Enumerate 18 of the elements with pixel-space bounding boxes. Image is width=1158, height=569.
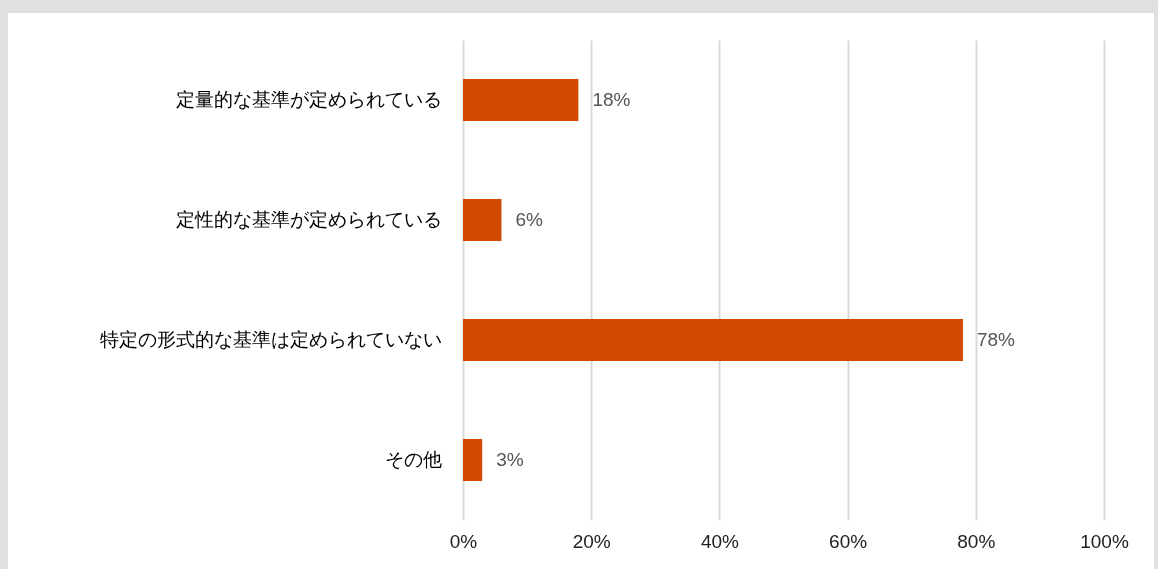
y-tick-label: 定性的な基準が定められている <box>175 209 442 230</box>
x-tick-label: 0% <box>449 530 478 552</box>
x-tick-label: 100% <box>1080 530 1129 552</box>
bar <box>463 439 483 481</box>
data-label: 78% <box>976 329 1016 350</box>
bar <box>463 199 502 241</box>
data-label: 18% <box>592 89 631 110</box>
x-tick-label: 40% <box>700 530 740 552</box>
y-tick-label: 特定の形式的な基準は定められていない <box>99 329 442 350</box>
x-tick-label: 60% <box>829 530 868 552</box>
x-tick-label: 80% <box>957 530 996 552</box>
data-label: 3% <box>496 449 524 470</box>
data-label: 6% <box>515 209 544 230</box>
y-tick-label: 定量的な基準が定められている <box>175 89 442 110</box>
y-tick-label: その他 <box>384 449 442 470</box>
bar <box>463 319 963 361</box>
bar <box>463 79 579 121</box>
x-tick-label: 20% <box>572 530 611 552</box>
